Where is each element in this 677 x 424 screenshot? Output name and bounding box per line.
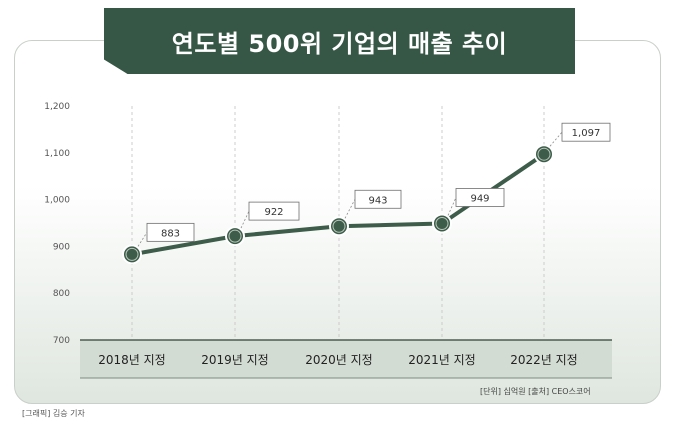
x-axis-ticks: 2018년 지정 2019년 지정 2020년 지정 2021년 지정 2022년 지정 [98, 353, 577, 367]
graphic-credit: [그래픽] 김승 기자 [22, 409, 85, 418]
y-tick-label: 800 [53, 289, 70, 299]
label-leader [549, 131, 563, 147]
data-label: 883 [161, 228, 180, 239]
x-tick-label: 2018년 지정 [98, 353, 165, 367]
data-label: 949 [470, 193, 489, 204]
y-tick-label: 1,000 [44, 196, 70, 206]
data-point-inner [228, 229, 242, 243]
data-label: 922 [264, 207, 283, 218]
data-point-inner [435, 216, 449, 230]
x-tick-label: 2022년 지정 [510, 353, 577, 367]
x-axis-band-fill [80, 340, 612, 378]
y-tick-label: 700 [53, 336, 70, 346]
label-leader [447, 197, 457, 216]
label-box [248, 201, 300, 221]
label-leader [240, 210, 250, 229]
label-box [561, 122, 611, 142]
y-tick-label: 1,100 [44, 149, 70, 159]
data-label: 943 [368, 195, 387, 206]
label-box [146, 222, 195, 242]
label-box [455, 188, 505, 207]
x-tick-label: 2020년 지정 [305, 353, 372, 367]
data-points [122, 144, 554, 265]
source-note: [단위] 십억원 [출처] CEO스코어 [480, 387, 591, 396]
y-tick-label: 1,200 [44, 102, 70, 112]
y-tick-label: 900 [53, 242, 70, 252]
chart-title: 연도별 500위 기업의 매출 추이 [171, 29, 508, 58]
label-leader [137, 232, 148, 247]
x-tick-label: 2021년 지정 [408, 353, 475, 367]
data-labels: 883 922 943 949 1,097 [137, 122, 611, 247]
x-tick-label: 2019년 지정 [201, 353, 268, 367]
data-point-inner [537, 147, 551, 161]
label-leader [344, 199, 356, 219]
data-label: 1,097 [572, 128, 601, 139]
x-axis-band [80, 339, 612, 379]
y-axis-ticks: 1,200 1,100 1,000 900 800 700 [44, 102, 70, 346]
data-point-inner [125, 247, 139, 261]
data-point-inner [332, 219, 346, 233]
title-banner: 연도별 500위 기업의 매출 추이 [104, 8, 575, 74]
label-box [354, 189, 402, 209]
